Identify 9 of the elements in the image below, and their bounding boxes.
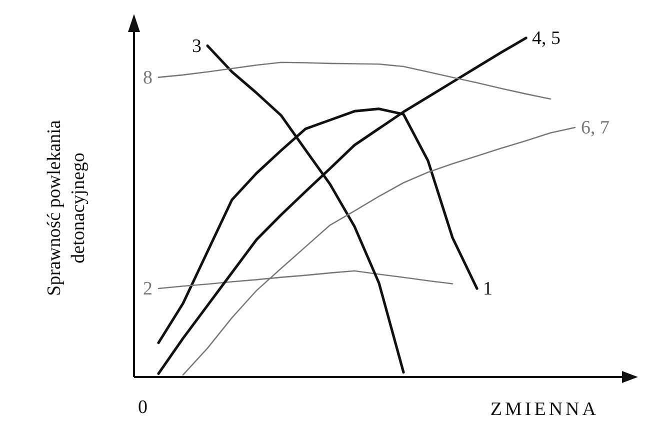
y-axis-title: Sprawność powlekania detonacyjnego bbox=[43, 118, 90, 298]
series-label: 3 bbox=[192, 36, 202, 57]
series-label: 6, 7 bbox=[581, 117, 610, 138]
series-label: 8 bbox=[143, 67, 152, 88]
text: 0 bbox=[138, 397, 148, 419]
series-label: 1 bbox=[483, 278, 492, 300]
series-label: 4, 5 bbox=[532, 28, 560, 49]
series-label: 2 bbox=[143, 278, 152, 300]
x-axis-title: ZMIENNA bbox=[490, 399, 599, 421]
